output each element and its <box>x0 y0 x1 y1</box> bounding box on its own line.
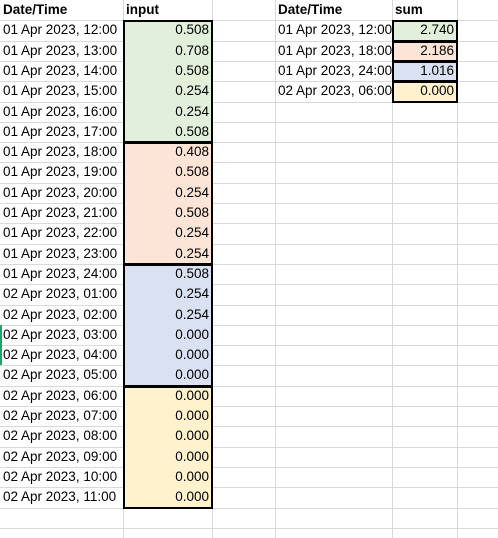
sum-datetime-header[interactable]: Date/Time <box>278 2 343 17</box>
input-value-cell[interactable]: 0.508 <box>175 266 209 281</box>
sum-value-cell[interactable]: 0.000 <box>420 83 454 98</box>
input-datetime-cell[interactable]: 01 Apr 2023, 14:00 <box>3 63 118 78</box>
input-datetime-cell[interactable]: 01 Apr 2023, 23:00 <box>3 246 118 261</box>
input-value-cell[interactable]: 0.508 <box>175 164 209 179</box>
input-value-cell[interactable]: 0.000 <box>175 489 209 504</box>
input-datetime-cell[interactable]: 02 Apr 2023, 09:00 <box>3 449 118 464</box>
input-datetime-cell[interactable]: 02 Apr 2023, 04:00 <box>3 347 118 362</box>
input-value-cell[interactable]: 0.508 <box>175 63 209 78</box>
input-value-cell[interactable]: 0.254 <box>175 307 209 322</box>
grid-row-line <box>0 244 498 245</box>
input-value-cell[interactable]: 0.000 <box>175 408 209 423</box>
grid-row-line <box>0 41 498 42</box>
sum-value-cell[interactable]: 2.186 <box>420 43 454 58</box>
grid-row-line <box>0 386 498 387</box>
grid-row-line <box>0 102 498 103</box>
grid-row-line <box>0 365 498 366</box>
input-value-cell[interactable]: 0.000 <box>175 449 209 464</box>
grid-row-line <box>0 203 498 204</box>
input-value-cell[interactable]: 0.000 <box>175 367 209 382</box>
input-value-cell[interactable]: 0.508 <box>175 22 209 37</box>
input-datetime-cell[interactable]: 01 Apr 2023, 20:00 <box>3 185 118 200</box>
input-datetime-cell[interactable]: 02 Apr 2023, 11:00 <box>3 489 117 504</box>
input-datetime-cell[interactable]: 01 Apr 2023, 24:00 <box>3 266 118 281</box>
sum-datetime-cell[interactable]: 02 Apr 2023, 06:00 <box>278 83 392 98</box>
sum-datetime-cell[interactable]: 01 Apr 2023, 12:00 <box>278 22 392 37</box>
grid-row-line <box>0 528 498 529</box>
input-datetime-cell[interactable]: 02 Apr 2023, 10:00 <box>3 469 118 484</box>
input-value-cell[interactable]: 0.708 <box>175 43 209 58</box>
grid-row-line <box>0 183 498 184</box>
input-value-cell[interactable]: 0.000 <box>175 469 209 484</box>
sum-datetime-cell[interactable]: 01 Apr 2023, 24:00 <box>278 63 392 78</box>
sum-datetime-cell[interactable]: 01 Apr 2023, 18:00 <box>278 43 392 58</box>
input-value-cell[interactable]: 0.254 <box>175 225 209 240</box>
input-datetime-cell[interactable]: 01 Apr 2023, 13:00 <box>3 43 118 58</box>
grid-row-line <box>0 81 498 82</box>
sum-cell-fill <box>392 81 458 103</box>
input-value-cell[interactable]: 0.254 <box>175 104 209 119</box>
input-value-cell[interactable]: 0.508 <box>175 205 209 220</box>
grid-row-line <box>0 345 498 346</box>
input-datetime-cell[interactable]: 01 Apr 2023, 12:00 <box>3 22 118 37</box>
grid-row-line <box>0 508 498 509</box>
grid-row-line <box>0 406 498 407</box>
grid-column-line <box>392 0 393 538</box>
input-value-cell[interactable]: 0.254 <box>175 185 209 200</box>
input-datetime-header[interactable]: Date/Time <box>3 2 68 17</box>
grid-row-line <box>0 142 498 143</box>
grid-row-line <box>0 162 498 163</box>
grid-row-line <box>0 264 498 265</box>
input-datetime-cell[interactable]: 01 Apr 2023, 16:00 <box>3 104 118 119</box>
input-group-block <box>123 142 213 265</box>
input-value-header[interactable]: input <box>126 2 159 17</box>
input-datetime-cell[interactable]: 01 Apr 2023, 17:00 <box>3 124 118 139</box>
grid-row-line <box>0 122 498 123</box>
input-value-cell[interactable]: 0.254 <box>175 286 209 301</box>
active-row-indicator <box>0 325 2 365</box>
input-value-cell[interactable]: 0.000 <box>175 428 209 443</box>
input-datetime-cell[interactable]: 02 Apr 2023, 01:00 <box>3 286 118 301</box>
input-datetime-cell[interactable]: 01 Apr 2023, 21:00 <box>3 205 118 220</box>
input-datetime-cell[interactable]: 02 Apr 2023, 07:00 <box>3 408 118 423</box>
grid-row-line <box>0 487 498 488</box>
input-datetime-cell[interactable]: 02 Apr 2023, 06:00 <box>3 388 118 403</box>
sum-value-cell[interactable]: 1.016 <box>420 63 454 78</box>
input-value-cell[interactable]: 0.000 <box>175 347 209 362</box>
input-datetime-cell[interactable]: 02 Apr 2023, 08:00 <box>3 428 118 443</box>
grid-row-line <box>0 305 498 306</box>
grid-row-line <box>0 223 498 224</box>
input-datetime-cell[interactable]: 01 Apr 2023, 18:00 <box>3 144 118 159</box>
input-value-cell[interactable]: 0.000 <box>175 327 209 342</box>
input-datetime-cell[interactable]: 01 Apr 2023, 22:00 <box>3 225 118 240</box>
grid-row-line <box>0 20 498 21</box>
grid-column-line <box>275 0 276 538</box>
grid-row-line <box>0 284 498 285</box>
grid-column-line <box>457 0 458 538</box>
input-datetime-cell[interactable]: 02 Apr 2023, 03:00 <box>3 327 118 342</box>
grid-row-line <box>0 467 498 468</box>
input-value-cell[interactable]: 0.254 <box>175 246 209 261</box>
input-datetime-cell[interactable]: 02 Apr 2023, 05:00 <box>3 367 118 382</box>
grid-row-line <box>0 61 498 62</box>
input-value-cell[interactable]: 0.508 <box>175 124 209 139</box>
sum-value-header[interactable]: sum <box>395 2 423 17</box>
input-value-cell[interactable]: 0.408 <box>175 144 209 159</box>
input-value-cell[interactable]: 0.000 <box>175 388 209 403</box>
sum-value-cell[interactable]: 2.740 <box>420 22 454 37</box>
input-datetime-cell[interactable]: 01 Apr 2023, 19:00 <box>3 164 118 179</box>
input-group-block <box>123 264 213 387</box>
grid-row-line <box>0 426 498 427</box>
input-datetime-cell[interactable]: 01 Apr 2023, 15:00 <box>3 83 118 98</box>
input-group-block <box>123 386 213 509</box>
grid-row-line <box>0 447 498 448</box>
input-datetime-cell[interactable]: 02 Apr 2023, 02:00 <box>3 307 118 322</box>
input-value-cell[interactable]: 0.254 <box>175 83 209 98</box>
grid-row-line <box>0 325 498 326</box>
